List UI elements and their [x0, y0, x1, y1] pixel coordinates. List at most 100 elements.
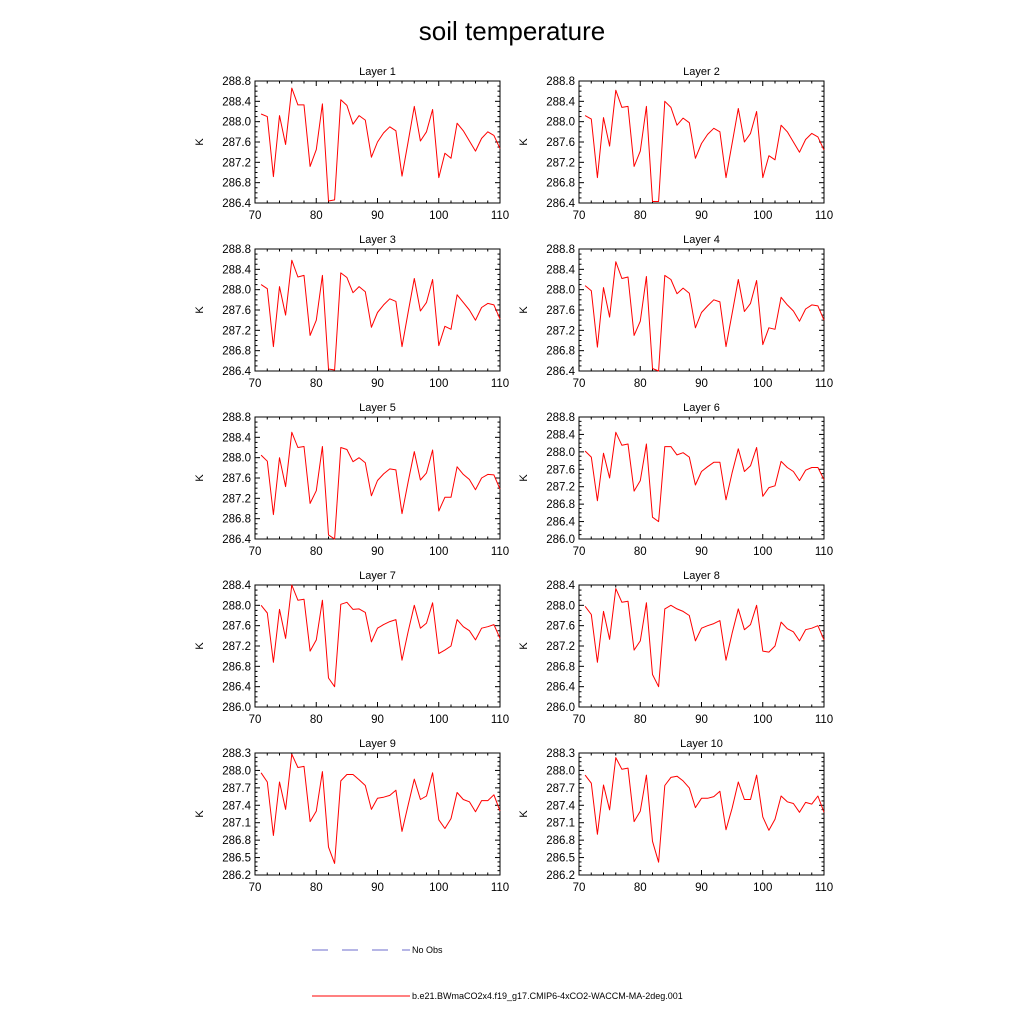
y-tick-label: 287.7 — [546, 783, 575, 795]
x-tick-label: 80 — [310, 546, 323, 558]
y-tick-label: 288.8 — [546, 76, 575, 88]
y-tick-label: 286.8 — [546, 178, 575, 190]
legend-model-label: b.e21.BWmaCO2x4.f19_g17.CMIP6-4xCO2-WACC… — [412, 991, 683, 1001]
x-tick-label: 70 — [249, 882, 262, 894]
x-tick-label: 110 — [815, 546, 833, 558]
figure-title: soil temperature — [419, 16, 605, 46]
x-tick-label: 80 — [634, 714, 647, 726]
x-tick-label: 110 — [815, 714, 833, 726]
x-tick-label: 70 — [573, 714, 586, 726]
x-tick-label: 80 — [634, 546, 647, 558]
panel-title: Layer 1 — [359, 66, 396, 78]
y-tick-label: 288.8 — [546, 244, 575, 256]
series-line-model — [260, 584, 501, 688]
x-tick-label: 70 — [249, 210, 262, 222]
panel-title: Layer 2 — [683, 66, 720, 78]
panel-title: Layer 10 — [680, 738, 723, 750]
y-axis-label: K — [194, 306, 206, 314]
panel-layer-1: Layer 1 K 286.4 286.8 287.2 287.6 288.0 288.4 28… — [194, 66, 509, 222]
x-tick-label: 90 — [371, 546, 384, 558]
y-tick-label: 288.4 — [546, 580, 575, 592]
x-tick-label: 70 — [573, 546, 586, 558]
x-tick-label: 110 — [491, 714, 509, 726]
y-tick-label: 286.5 — [222, 853, 251, 865]
x-tick-label: 110 — [491, 546, 509, 558]
y-tick-label: 287.4 — [222, 800, 251, 812]
y-tick-label: 288.3 — [546, 748, 575, 760]
y-tick-label: 287.2 — [546, 482, 575, 494]
panel-layer-3: Layer 3 K 286.4 286.8 287.2 287.6 288.0 288.4 28… — [194, 234, 509, 390]
panel-title: Layer 5 — [359, 402, 396, 414]
x-tick-label: 100 — [429, 882, 448, 894]
legend: No Obs b.e21.BWmaCO2x4.f19_g17.CMIP6-4xC… — [312, 945, 683, 1001]
y-tick-label: 287.6 — [546, 137, 575, 149]
panel-layer-5: Layer 5 K 286.4 286.8 287.2 287.6 288.0 288.4 28… — [194, 402, 509, 558]
series-line-model — [584, 431, 825, 523]
y-tick-label: 287.6 — [546, 621, 575, 633]
series-line-model — [260, 431, 501, 540]
y-tick-label: 288.0 — [546, 117, 575, 129]
y-tick-label: 287.2 — [222, 641, 251, 653]
x-tick-label: 100 — [429, 714, 448, 726]
y-tick-label: 286.0 — [546, 702, 575, 714]
y-axis-label: K — [194, 810, 206, 818]
y-tick-label: 287.2 — [222, 325, 251, 337]
y-tick-label: 286.0 — [546, 534, 575, 546]
y-tick-label: 287.4 — [546, 800, 575, 812]
x-tick-label: 100 — [753, 546, 772, 558]
y-tick-label: 286.8 — [222, 178, 251, 190]
x-tick-label: 90 — [695, 882, 708, 894]
y-tick-label: 287.6 — [222, 473, 251, 485]
y-tick-label: 286.2 — [222, 870, 251, 882]
plot-frame — [254, 248, 501, 372]
y-tick-label: 287.2 — [222, 493, 251, 505]
y-tick-label: 286.2 — [546, 870, 575, 882]
x-tick-label: 70 — [573, 210, 586, 222]
panel-title: Layer 6 — [683, 402, 720, 414]
y-tick-label: 286.4 — [222, 366, 251, 378]
x-tick-label: 100 — [429, 378, 448, 390]
y-tick-label: 288.4 — [546, 96, 575, 108]
y-tick-label: 288.8 — [546, 412, 575, 424]
chart-panels: Layer 1 K 286.4 286.8 287.2 287.6 288.0 288.4 28… — [194, 66, 833, 894]
x-tick-label: 110 — [491, 210, 509, 222]
series-line-model — [584, 588, 825, 688]
y-tick-label: 287.6 — [546, 464, 575, 476]
x-tick-label: 80 — [310, 378, 323, 390]
panel-title: Layer 8 — [683, 570, 720, 582]
panel-title: Layer 9 — [359, 738, 396, 750]
y-tick-label: 286.4 — [546, 366, 575, 378]
x-tick-label: 100 — [753, 882, 772, 894]
y-tick-label: 288.0 — [222, 285, 251, 297]
x-tick-label: 90 — [695, 378, 708, 390]
x-tick-label: 100 — [753, 210, 772, 222]
y-tick-label: 286.4 — [222, 198, 251, 210]
legend-obs-label: No Obs — [412, 945, 443, 955]
y-axis-label: K — [518, 810, 530, 818]
y-tick-label: 286.0 — [222, 702, 251, 714]
y-tick-label: 286.4 — [546, 517, 575, 529]
y-tick-label: 288.4 — [546, 264, 575, 276]
x-tick-label: 80 — [310, 210, 323, 222]
x-tick-label: 110 — [815, 378, 833, 390]
y-tick-label: 287.6 — [222, 305, 251, 317]
x-tick-label: 90 — [371, 378, 384, 390]
panel-layer-2: Layer 2 K 286.4 286.8 287.2 287.6 288.0 288.4 28… — [518, 66, 833, 222]
plot-frame — [578, 752, 825, 876]
x-tick-label: 110 — [815, 882, 833, 894]
y-tick-label: 287.2 — [546, 641, 575, 653]
x-tick-label: 70 — [249, 546, 262, 558]
y-tick-label: 286.8 — [222, 346, 251, 358]
y-tick-label: 288.0 — [546, 447, 575, 459]
panel-title: Layer 4 — [683, 234, 720, 246]
plot-frame — [578, 80, 825, 204]
y-tick-label: 287.7 — [222, 783, 251, 795]
y-tick-label: 288.3 — [222, 748, 251, 760]
plot-frame — [254, 752, 501, 876]
y-axis-label: K — [518, 306, 530, 314]
x-tick-label: 80 — [634, 378, 647, 390]
y-tick-label: 286.4 — [222, 534, 251, 546]
y-tick-label: 288.4 — [222, 580, 251, 592]
x-tick-label: 100 — [429, 210, 448, 222]
